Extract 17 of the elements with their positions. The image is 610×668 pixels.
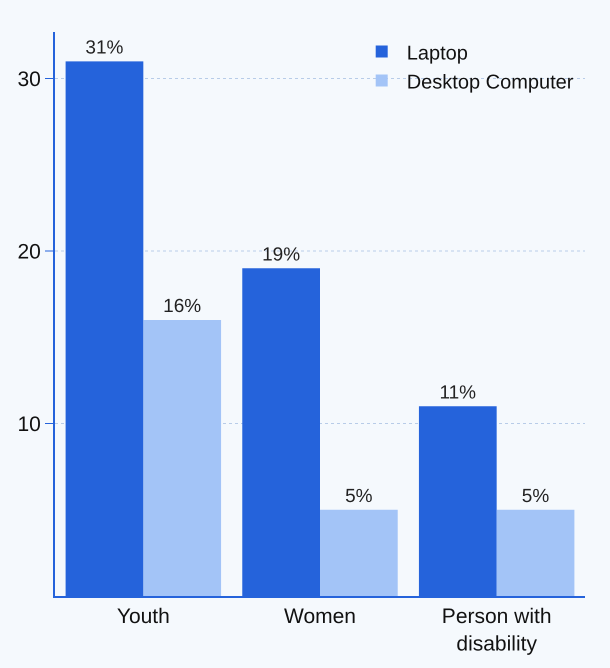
bar	[496, 510, 574, 596]
x-tick-label: Person with disability	[442, 605, 552, 656]
x-tick-label: Women	[284, 605, 356, 628]
data-label: 5%	[522, 486, 550, 507]
bar	[320, 510, 398, 596]
y-tick-label: 20	[17, 240, 41, 264]
y-tick-label: 10	[17, 412, 41, 436]
y-tick-label: 30	[17, 68, 41, 91]
data-label: 16%	[163, 296, 202, 318]
data-label: 11%	[439, 382, 476, 404]
x-tick-label: Youth	[116, 605, 170, 628]
data-label: 31%	[85, 37, 124, 58]
data-label: 19%	[262, 244, 300, 266]
legend-label: Desktop Computer	[406, 71, 574, 94]
data-label: 5%	[345, 486, 373, 507]
bar	[143, 320, 222, 596]
legend-label: Laptop	[406, 42, 468, 64]
